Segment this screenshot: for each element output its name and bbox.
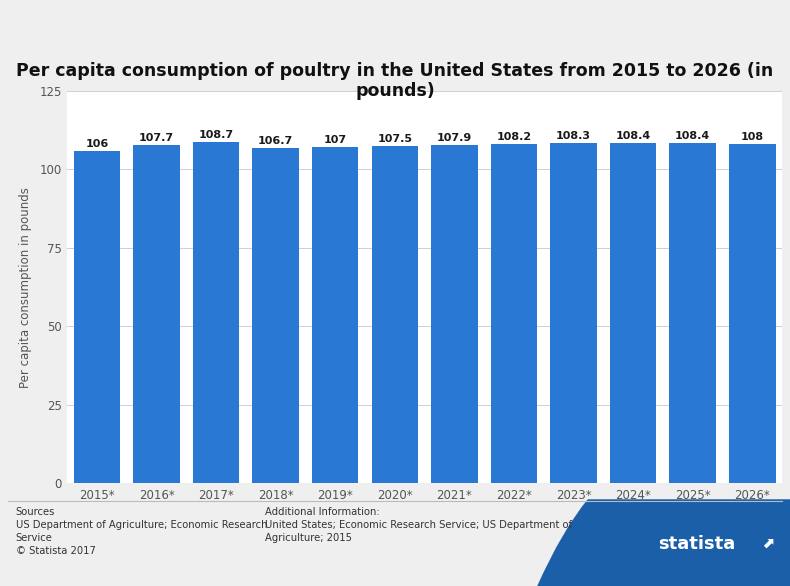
Bar (551, 144, 596, 483)
Text: 108.7: 108.7 (198, 130, 234, 140)
Bar (431, 145, 478, 483)
Text: 108.3: 108.3 (556, 131, 591, 141)
Text: 107: 107 (324, 135, 347, 145)
Text: 107.9: 107.9 (437, 132, 472, 142)
Text: Sources
US Department of Agriculture; Economic Research
Service
© Statista 2017: Sources US Department of Agriculture; Ec… (16, 507, 267, 557)
Text: 106: 106 (85, 139, 108, 149)
Bar (491, 144, 537, 483)
Bar (253, 148, 299, 483)
Bar (73, 151, 120, 483)
Y-axis label: Per capita consumption in pounds: Per capita consumption in pounds (19, 187, 32, 387)
Text: 108: 108 (741, 132, 764, 142)
Text: 106.7: 106.7 (258, 137, 293, 146)
Bar (610, 143, 656, 483)
PathPatch shape (537, 499, 790, 586)
Text: Additional Information:
United States; Economic Research Service; US Department : Additional Information: United States; E… (265, 507, 572, 543)
Text: 108.2: 108.2 (496, 132, 532, 142)
Bar (669, 143, 716, 483)
Bar (371, 146, 418, 483)
Text: 107.7: 107.7 (139, 133, 174, 144)
Text: Per capita consumption of poultry in the United States from 2015 to 2026 (in
pou: Per capita consumption of poultry in the… (17, 62, 773, 100)
Bar (134, 145, 180, 483)
Text: 108.4: 108.4 (675, 131, 710, 141)
Text: ⬈: ⬈ (761, 537, 773, 552)
Bar (312, 147, 359, 483)
Bar (729, 144, 776, 483)
Text: 108.4: 108.4 (615, 131, 651, 141)
Text: statista: statista (658, 536, 735, 553)
Bar (193, 142, 239, 483)
Text: 107.5: 107.5 (378, 134, 412, 144)
